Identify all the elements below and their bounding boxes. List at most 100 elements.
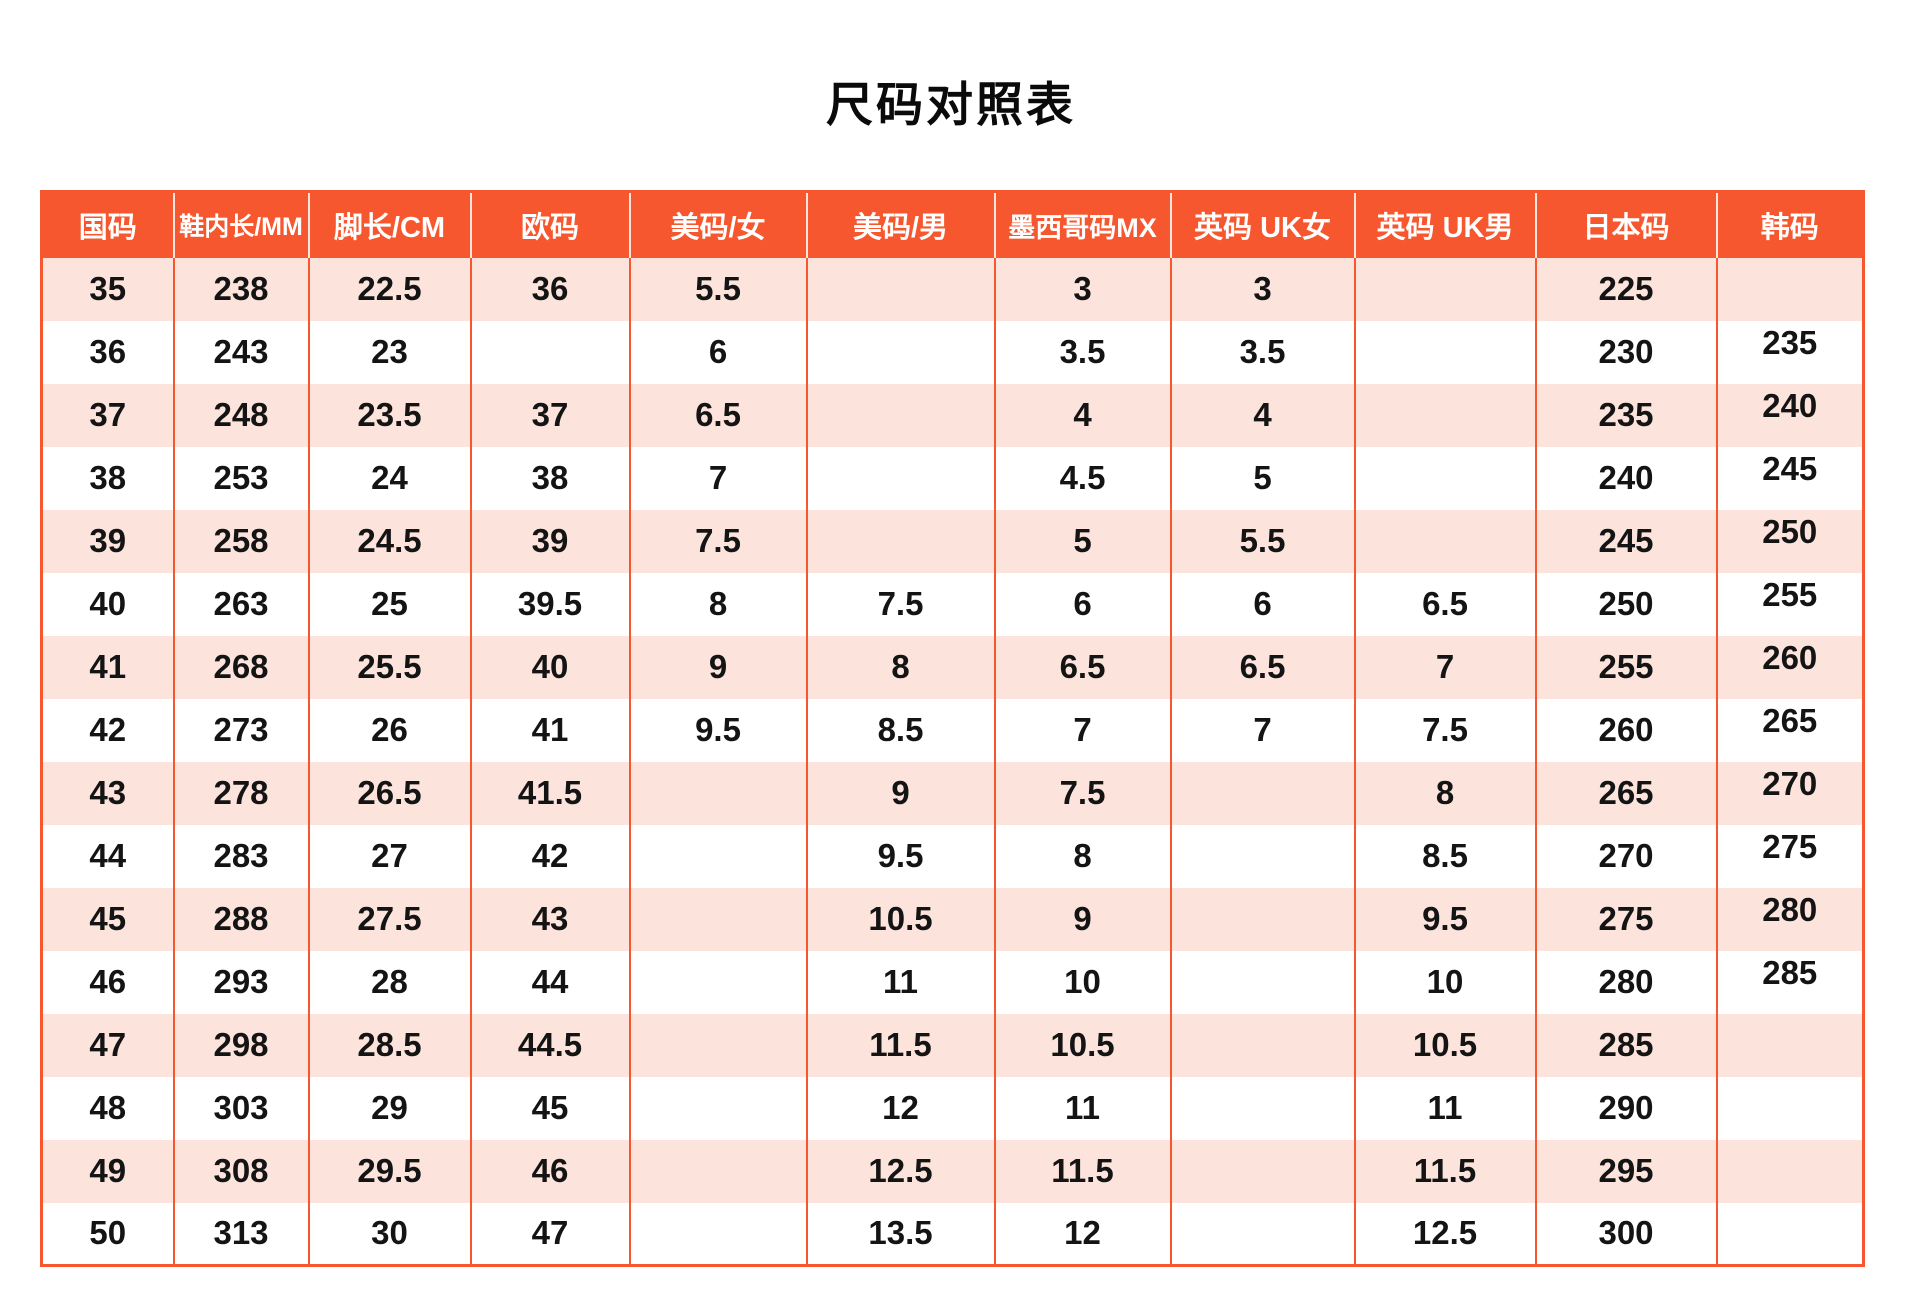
- cell-value: 47: [531, 1214, 569, 1252]
- table-cell-r5-c10: 255: [1715, 572, 1864, 636]
- table-cell-r3-c1: 253: [172, 446, 309, 510]
- table-row: 35 238 22.5 36 5.5 3 3 225: [41, 257, 1864, 321]
- table-cell-r4-c6: 5: [993, 509, 1171, 573]
- column-header-0: 国码: [41, 191, 174, 258]
- table-row: 40 263 25 39.5 8 7.5 6 6 6.5 250 255: [41, 572, 1864, 636]
- header-row: 国码 鞋内长/MM 脚长/CM 欧码 美码/女 美码/男 墨西哥码MX 英码 UK女 英码 UK…: [41, 191, 1864, 258]
- table-cell-r11-c8: 10: [1353, 950, 1536, 1014]
- cell-value: 12.5: [868, 1152, 933, 1189]
- table-cell-r15-c10: [1715, 1202, 1864, 1266]
- table-cell-r9-c6: 8: [993, 824, 1171, 888]
- table-cell-r3-c5: [805, 446, 995, 510]
- cell-value: 9.5: [1422, 900, 1468, 937]
- cell-value: 23.5: [357, 396, 422, 433]
- cell-value: 9.5: [877, 837, 924, 874]
- table-cell-r2-c1: 248: [172, 383, 309, 447]
- cell-value: 255: [1762, 576, 1818, 613]
- table-cell-r10-c6: 9: [993, 887, 1171, 951]
- table-cell-r14-c9: 295: [1534, 1139, 1717, 1203]
- table-cell-r2-c9: 235: [1534, 383, 1717, 447]
- cell-value: 24.5: [357, 522, 422, 559]
- column-header-3: 欧码: [469, 191, 630, 258]
- table-cell-r4-c8: [1353, 509, 1536, 573]
- table-cell-r14-c0: 49: [42, 1140, 174, 1203]
- cell-value: 295: [1598, 1152, 1654, 1189]
- table-cell-r2-c7: 4: [1169, 383, 1355, 447]
- cell-value: 10: [1426, 963, 1464, 1000]
- cell-value: 26.5: [357, 774, 422, 811]
- cell-value: 300: [1598, 1214, 1654, 1252]
- cell-value: 9.5: [695, 711, 741, 748]
- cell-value: 3: [1253, 270, 1272, 307]
- table-cell-r2-c4: 6.5: [628, 383, 807, 447]
- table-cell-r1-c7: 3.5: [1169, 320, 1355, 384]
- table-cell-r8-c2: 26.5: [307, 761, 471, 825]
- table-cell-r1-c6: 3.5: [993, 320, 1171, 384]
- cell-value: 40: [531, 648, 569, 685]
- table-cell-r10-c1: 288: [172, 887, 309, 951]
- table-cell-r15-c1: 313: [172, 1202, 309, 1266]
- cell-value: 36: [531, 270, 569, 307]
- cell-value: 11.5: [1413, 1152, 1477, 1189]
- cell-value: 12.5: [1412, 1214, 1478, 1252]
- cell-value: 308: [213, 1152, 269, 1189]
- table-cell-r7-c8: 7.5: [1353, 698, 1536, 762]
- table-cell-r11-c1: 293: [172, 950, 309, 1014]
- table-cell-r15-c0: 50: [42, 1203, 174, 1266]
- table-cell-r6-c4: 9: [628, 635, 807, 699]
- cell-value: 238: [213, 270, 269, 307]
- table-cell-r1-c10: 235: [1715, 320, 1864, 384]
- cell-value: 38: [531, 459, 569, 496]
- table-cell-r4-c9: 245: [1534, 509, 1717, 573]
- table-cell-r10-c4: [628, 887, 807, 951]
- cell-value: 25: [371, 585, 408, 622]
- table-cell-r15-c2: 30: [307, 1202, 471, 1266]
- size-conversion-table: 国码 鞋内长/MM 脚长/CM 欧码 美码/女 美码/男 墨西哥码MX 英码 UK女 英码 UK…: [40, 190, 1865, 1267]
- cell-value: 240: [1598, 459, 1654, 496]
- page-title: 尺码对照表: [826, 78, 1076, 131]
- cell-value: 49: [89, 1152, 127, 1189]
- table-cell-r5-c9: 250: [1534, 572, 1717, 636]
- table-cell-r9-c8: 8.5: [1353, 824, 1536, 888]
- cell-value: 45: [531, 1089, 569, 1126]
- table-cell-r5-c4: 8: [628, 572, 807, 636]
- table-body: 35 238 22.5 36 5.5 3 3 225 36 243 23 6 3.5 3.5 230 235 3…: [41, 257, 1864, 1266]
- table-cell-r1-c0: 36: [42, 321, 174, 384]
- cell-value: 37: [531, 396, 569, 433]
- table-cell-r12-c3: 44.5: [469, 1013, 630, 1077]
- table-cell-r15-c5: 13.5: [805, 1202, 995, 1266]
- table-cell-r8-c5: 9: [805, 761, 995, 825]
- cell-value: 8.5: [877, 711, 924, 748]
- table-row: 47 298 28.5 44.5 11.5 10.5 10.5 285: [41, 1013, 1864, 1077]
- cell-value: 10: [1064, 963, 1101, 1000]
- cell-value: 26: [371, 711, 408, 748]
- table-cell-r11-c3: 44: [469, 950, 630, 1014]
- table-cell-r5-c1: 263: [172, 572, 309, 636]
- cell-value: 4.5: [1059, 459, 1106, 496]
- cell-value: 47: [89, 1026, 127, 1063]
- cell-value: 42: [89, 711, 127, 748]
- cell-value: 25.5: [357, 648, 422, 685]
- cell-value: 11: [1427, 1089, 1463, 1126]
- table-cell-r6-c10: 260: [1715, 635, 1864, 699]
- table-cell-r9-c0: 44: [42, 825, 174, 888]
- table-cell-r10-c0: 45: [42, 888, 174, 951]
- cell-value: 298: [213, 1026, 269, 1063]
- cell-value: 10.5: [1050, 1026, 1115, 1063]
- cell-value: 29: [371, 1089, 408, 1126]
- column-header-10: 韩码: [1715, 191, 1864, 258]
- cell-value: 3.5: [1239, 333, 1286, 370]
- table-cell-r15-c9: 300: [1534, 1202, 1717, 1266]
- table-cell-r0-c7: 3: [1169, 257, 1355, 321]
- table-cell-r12-c9: 285: [1534, 1013, 1717, 1077]
- table-cell-r4-c5: [805, 509, 995, 573]
- cell-value: 12: [882, 1089, 919, 1126]
- table-cell-r9-c5: 9.5: [805, 824, 995, 888]
- cell-value: 275: [1762, 828, 1818, 865]
- cell-value: 11.5: [1051, 1152, 1114, 1189]
- table-cell-r11-c0: 46: [42, 951, 174, 1014]
- cell-value: 23: [371, 333, 408, 370]
- table-cell-r8-c0: 43: [42, 762, 174, 825]
- cell-value: 245: [1598, 522, 1654, 559]
- table-cell-r1-c5: [805, 320, 995, 384]
